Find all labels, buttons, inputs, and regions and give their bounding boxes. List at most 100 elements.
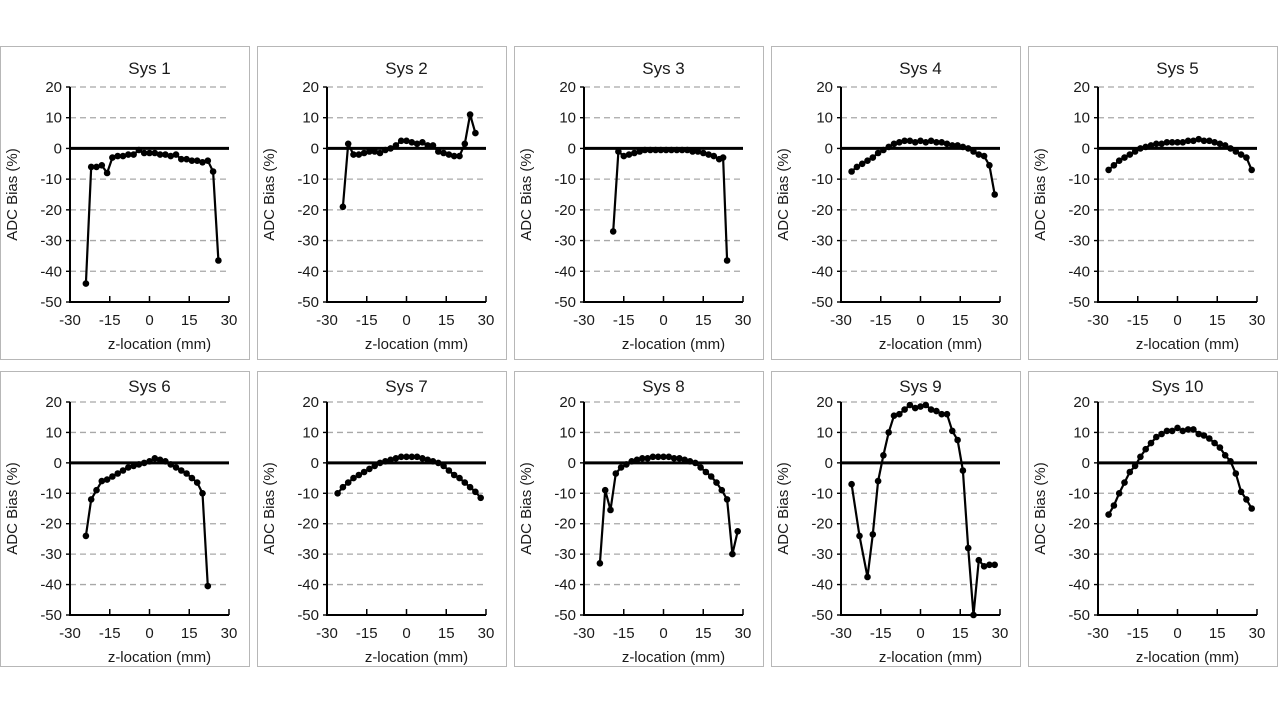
svg-text:10: 10 (816, 110, 833, 127)
svg-text:-30: -30 (554, 233, 576, 250)
svg-text:20: 20 (302, 394, 319, 411)
svg-text:-40: -40 (1068, 263, 1090, 280)
svg-text:-20: -20 (40, 202, 62, 219)
svg-text:-10: -10 (811, 485, 833, 502)
chart-title: Sys 2 (385, 59, 428, 78)
x-axis-label: z-location (mm) (108, 649, 211, 666)
svg-text:-10: -10 (1068, 171, 1090, 188)
data-markers (609, 146, 731, 264)
svg-text:0: 0 (311, 455, 319, 472)
svg-text:-50: -50 (554, 607, 576, 624)
svg-text:20: 20 (45, 79, 62, 96)
svg-text:-30: -30 (1068, 546, 1090, 563)
y-axis-label: ADC Bias (%) (775, 462, 792, 555)
y-axis-label: ADC Bias (%) (518, 148, 535, 241)
svg-text:-30: -30 (554, 546, 576, 563)
svg-text:-50: -50 (297, 607, 319, 624)
x-axis-label: z-location (mm) (1136, 649, 1239, 666)
svg-text:0: 0 (659, 625, 667, 642)
svg-text:0: 0 (659, 312, 667, 329)
data-markers (334, 453, 484, 502)
svg-text:-20: -20 (811, 202, 833, 219)
chart-grid: Sys 1 20 10 0 -10 -20 -30 -40 -50 -30 -15 0 15 30 ADC … (0, 46, 1278, 667)
svg-text:-30: -30 (59, 625, 81, 642)
svg-text:-10: -10 (811, 171, 833, 188)
y-axis-label: ADC Bias (%) (261, 462, 278, 555)
svg-text:0: 0 (916, 312, 924, 329)
data-line (850, 403, 996, 617)
svg-text:-30: -30 (830, 312, 852, 329)
svg-text:-50: -50 (1068, 294, 1090, 311)
svg-text:-20: -20 (811, 516, 833, 533)
y-axis-label: ADC Bias (%) (518, 462, 535, 555)
svg-text:0: 0 (916, 625, 924, 642)
svg-text:-50: -50 (1068, 607, 1090, 624)
y-axis: 20 10 0 -10 -20 -30 -40 -50 (554, 79, 585, 311)
svg-text:15: 15 (181, 312, 198, 329)
svg-text:0: 0 (54, 455, 62, 472)
svg-text:-15: -15 (1127, 312, 1149, 329)
svg-text:-40: -40 (297, 263, 319, 280)
chart-panel-sys-3: Sys 3 20 10 0 -10 -20 -30 -40 -50 -30 -15 0 15 30 ADC … (514, 46, 764, 360)
chart-panel-sys-8: Sys 8 20 10 0 -10 -20 -30 -40 -50 -30 -15 0 15 30 ADC … (514, 371, 764, 667)
svg-text:-10: -10 (297, 485, 319, 502)
gridlines (841, 86, 1000, 272)
y-axis-label: ADC Bias (%) (4, 462, 21, 555)
svg-text:-20: -20 (1068, 202, 1090, 219)
x-axis-label: z-location (mm) (365, 336, 468, 353)
svg-text:-50: -50 (297, 294, 319, 311)
x-axis: -30 -15 0 15 30 (573, 296, 751, 329)
svg-text:10: 10 (302, 424, 319, 441)
svg-text:-10: -10 (554, 171, 576, 188)
svg-text:30: 30 (735, 625, 752, 642)
data-markers (848, 401, 998, 619)
svg-text:-30: -30 (40, 546, 62, 563)
svg-text:-30: -30 (830, 625, 852, 642)
svg-text:10: 10 (45, 110, 62, 127)
y-axis: 20 10 0 -10 -20 -30 -40 -50 (811, 394, 842, 624)
svg-text:20: 20 (816, 79, 833, 96)
svg-text:-15: -15 (613, 312, 635, 329)
svg-text:-40: -40 (554, 577, 576, 594)
svg-text:-50: -50 (811, 607, 833, 624)
svg-text:-15: -15 (99, 625, 121, 642)
chart-title: Sys 8 (642, 377, 685, 396)
svg-text:-10: -10 (40, 171, 62, 188)
svg-text:-30: -30 (297, 546, 319, 563)
svg-text:-15: -15 (99, 312, 121, 329)
svg-text:-40: -40 (1068, 577, 1090, 594)
y-axis: 20 10 0 -10 -20 -30 -40 -50 (297, 394, 328, 624)
svg-text:-20: -20 (1068, 516, 1090, 533)
x-axis: -30 -15 0 15 30 (59, 609, 237, 642)
svg-text:-15: -15 (613, 625, 635, 642)
svg-text:10: 10 (1073, 110, 1090, 127)
svg-text:-15: -15 (356, 625, 378, 642)
chart-title: Sys 5 (1156, 59, 1199, 78)
svg-text:-10: -10 (1068, 485, 1090, 502)
x-axis-label: z-location (mm) (622, 336, 725, 353)
chart-panel-sys-2: Sys 2 20 10 0 -10 -20 -30 -40 -50 -30 -15 0 15 30 ADC … (257, 46, 507, 360)
chart-title: Sys 1 (128, 59, 171, 78)
x-axis-label: z-location (mm) (1136, 336, 1239, 353)
chart-title: Sys 10 (1152, 377, 1204, 396)
chart-panel-sys-10: Sys 10 20 10 0 -10 -20 -30 -40 -50 -30 -15 0 15 30 ADC… (1028, 371, 1278, 667)
svg-text:30: 30 (478, 312, 495, 329)
svg-text:10: 10 (816, 424, 833, 441)
svg-text:0: 0 (1173, 625, 1181, 642)
svg-text:-50: -50 (40, 294, 62, 311)
svg-text:0: 0 (54, 140, 62, 157)
svg-text:-40: -40 (811, 263, 833, 280)
svg-text:-10: -10 (297, 171, 319, 188)
y-axis-label: ADC Bias (%) (261, 148, 278, 241)
x-axis: -30 -15 0 15 30 (316, 296, 494, 329)
svg-text:-20: -20 (297, 202, 319, 219)
svg-text:30: 30 (992, 312, 1009, 329)
svg-text:-20: -20 (40, 516, 62, 533)
svg-text:20: 20 (1073, 79, 1090, 96)
y-axis: 20 10 0 -10 -20 -30 -40 -50 (811, 79, 842, 311)
svg-text:-30: -30 (40, 233, 62, 250)
svg-text:-10: -10 (40, 485, 62, 502)
x-axis-label: z-location (mm) (108, 336, 211, 353)
